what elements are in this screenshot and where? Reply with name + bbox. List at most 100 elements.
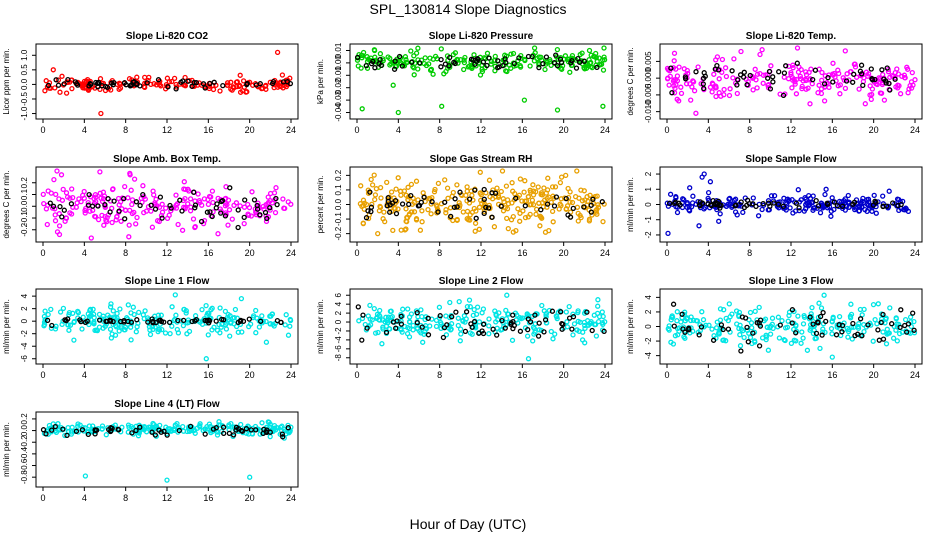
data-point-black — [765, 75, 771, 81]
data-point — [197, 421, 203, 427]
data-point-black — [463, 309, 470, 315]
data-point-black — [79, 427, 86, 433]
data-point — [226, 207, 233, 213]
data-point — [810, 323, 817, 330]
data-point — [763, 332, 769, 338]
data-point — [688, 317, 694, 324]
x-tick-label: 8 — [437, 125, 442, 135]
data-point — [456, 298, 462, 305]
data-point — [365, 313, 371, 319]
data-point — [579, 198, 586, 204]
data-point — [79, 326, 85, 332]
data-point — [809, 304, 815, 311]
data-point-black — [696, 332, 702, 338]
x-tick-label: 0 — [664, 370, 669, 380]
data-point — [593, 50, 599, 57]
data-point-black — [213, 318, 219, 324]
data-point — [517, 176, 524, 182]
x-tick-label: 4 — [396, 248, 401, 258]
data-point-black — [895, 202, 901, 209]
data-point-black — [558, 309, 564, 315]
data-point — [70, 194, 76, 201]
data-point — [686, 208, 693, 214]
data-point — [116, 202, 122, 208]
data-point-black — [454, 204, 460, 210]
data-point-black — [60, 426, 66, 432]
data-point — [471, 306, 477, 313]
data-point — [113, 217, 119, 223]
data-point-black — [159, 215, 165, 221]
x-tick-label: 4 — [706, 125, 711, 135]
data-point — [505, 225, 511, 232]
data-point — [228, 319, 234, 325]
data-point — [236, 83, 242, 90]
data-point-black — [137, 424, 143, 430]
data-point-black — [729, 68, 735, 74]
panel-9: Slope Line 4 (LT) Flow ml/min per min. 0 4 8… — [2, 399, 299, 503]
data-point — [418, 307, 424, 313]
data-point — [894, 196, 901, 202]
data-point — [504, 68, 510, 75]
data-point — [245, 211, 251, 217]
data-point — [908, 323, 914, 330]
data-point — [448, 321, 455, 327]
data-point-black — [398, 313, 404, 319]
data-point — [527, 211, 533, 218]
data-point — [716, 76, 722, 82]
data-point-black — [116, 208, 122, 214]
data-point — [807, 76, 813, 82]
data-point — [548, 328, 554, 335]
data-point — [356, 318, 362, 324]
outlier-point — [716, 218, 722, 224]
data-point — [360, 220, 366, 226]
data-point — [181, 186, 187, 192]
data-point-black — [280, 434, 286, 440]
data-point — [835, 83, 841, 89]
data-point-black — [538, 207, 544, 213]
data-point — [249, 431, 256, 437]
data-point-black — [670, 301, 677, 307]
data-point — [217, 88, 223, 94]
data-point-black — [176, 427, 182, 434]
data-point-black — [368, 60, 375, 67]
data-point-black — [111, 198, 117, 204]
data-point — [586, 47, 593, 54]
data-point — [169, 78, 175, 85]
data-point — [511, 63, 517, 69]
outlier-point — [759, 47, 765, 53]
x-tick-label: 24 — [286, 370, 296, 380]
data-point-black — [262, 209, 269, 216]
data-point — [68, 429, 75, 435]
data-point — [152, 200, 158, 206]
data-point — [895, 85, 901, 91]
data-point — [856, 86, 862, 92]
data-point — [499, 168, 506, 174]
data-point — [737, 343, 744, 349]
data-point — [802, 76, 809, 82]
data-point-black — [494, 332, 500, 338]
data-point — [369, 201, 375, 207]
data-point — [432, 186, 438, 193]
data-point — [792, 79, 798, 85]
data-point — [259, 420, 265, 426]
data-point-black — [819, 332, 825, 338]
data-point — [398, 192, 404, 198]
data-point-black — [559, 326, 565, 332]
data-point — [747, 334, 754, 341]
data-point — [101, 222, 107, 228]
y-tick-label: -0.1 — [20, 211, 29, 225]
outlier-point — [371, 47, 378, 54]
data-point — [719, 69, 725, 75]
data-point — [419, 219, 425, 225]
data-point — [572, 193, 579, 200]
data-point — [227, 333, 233, 339]
data-point — [792, 81, 798, 87]
data-point-black — [52, 423, 58, 430]
data-point — [664, 76, 671, 82]
data-point — [360, 197, 367, 203]
panel-frame — [35, 288, 299, 365]
data-point-black — [209, 213, 215, 220]
data-point-black — [158, 429, 164, 435]
